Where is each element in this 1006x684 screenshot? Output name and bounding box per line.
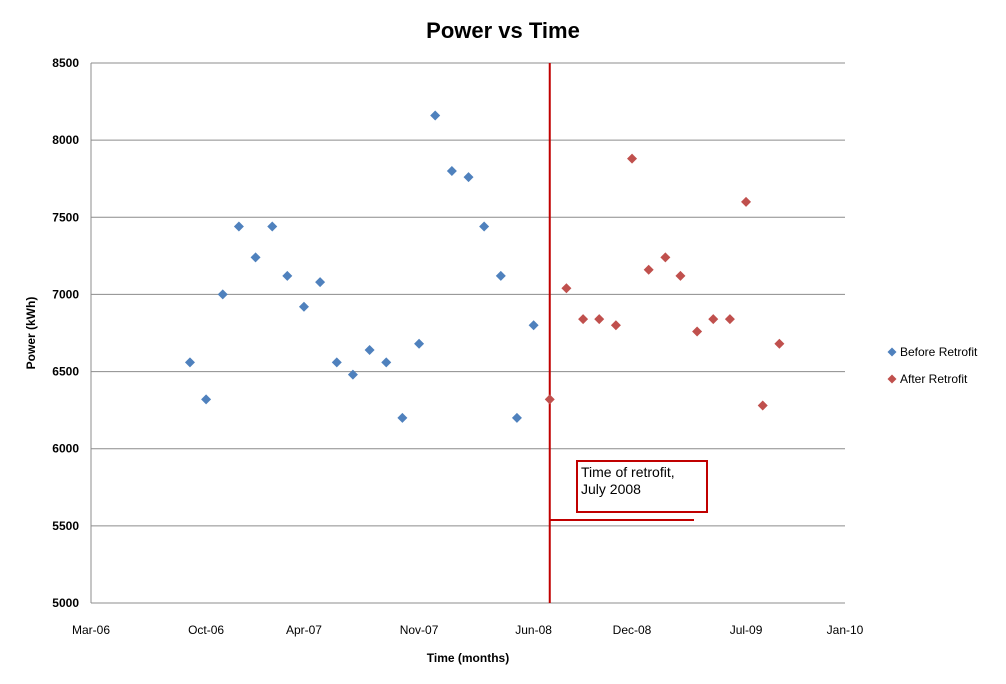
before-retrofit-point (184, 357, 195, 368)
after-retrofit-point (578, 314, 589, 325)
after-retrofit-point (660, 252, 671, 263)
after-retrofit-point (741, 196, 752, 207)
legend-label: Before Retrofit (900, 345, 978, 359)
after-retrofit-point (643, 264, 654, 275)
after-retrofit-point (675, 270, 686, 281)
legend-marker (887, 374, 897, 384)
before-retrofit-point (267, 221, 278, 232)
after-retrofit-point (774, 338, 785, 349)
y-tick-label: 8000 (52, 133, 79, 147)
after-retrofit-point (692, 326, 703, 337)
after-retrofit-point (561, 283, 572, 294)
after-retrofit-point (708, 314, 719, 325)
callout-text: July 2008 (581, 481, 641, 497)
y-tick-label: 7000 (52, 287, 79, 301)
before-retrofit-point (298, 301, 309, 312)
legend-label: After Retrofit (900, 372, 968, 386)
before-retrofit-point (282, 270, 293, 281)
retrofit-annotation: Time of retrofit,July 2008 (548, 63, 708, 603)
x-tick-label: Oct-06 (188, 623, 224, 637)
before-retrofit-point (364, 344, 375, 355)
after-retrofit-point (757, 400, 768, 411)
x-tick-label: Jul-09 (730, 623, 763, 637)
after-retrofit-point (610, 320, 621, 331)
legend-marker (887, 347, 897, 357)
y-tick-label: 6000 (52, 442, 79, 456)
x-tick-label: Dec-08 (613, 623, 652, 637)
x-tick-label: Jan-10 (827, 623, 864, 637)
before-retrofit-point (463, 172, 474, 183)
data-points (184, 110, 785, 423)
after-retrofit-point (594, 314, 605, 325)
x-tick-label: Jun-08 (515, 623, 552, 637)
callout-box (576, 460, 708, 513)
x-tick-label: Mar-06 (72, 623, 110, 637)
before-retrofit-point (347, 369, 358, 380)
chart-title: Power vs Time (426, 18, 580, 43)
before-retrofit-point (397, 412, 408, 423)
x-tick-label: Nov-07 (400, 623, 439, 637)
before-retrofit-point (528, 320, 539, 331)
before-retrofit-point (381, 357, 392, 368)
y-tick-label: 6500 (52, 365, 79, 379)
before-retrofit-point (495, 270, 506, 281)
x-tick-label: Apr-07 (286, 623, 322, 637)
gridlines (91, 62, 845, 604)
before-retrofit-point (430, 110, 441, 121)
y-tick-label: 5500 (52, 519, 79, 533)
before-retrofit-point (446, 166, 457, 176)
after-retrofit-point (724, 314, 735, 325)
before-retrofit-point (315, 277, 326, 288)
callout-text: Time of retrofit, (581, 464, 675, 480)
x-axis-title: Time (months) (427, 651, 509, 665)
before-retrofit-point (511, 412, 522, 423)
before-retrofit-point (414, 338, 425, 349)
before-retrofit-point (250, 252, 261, 263)
before-retrofit-point (217, 289, 228, 300)
y-tick-label: 8500 (52, 56, 79, 70)
y-axis-title: Power (kWh) (24, 297, 38, 370)
before-retrofit-point (479, 221, 490, 232)
legend: Before Retrofit After Retrofit (887, 345, 978, 386)
before-retrofit-point (201, 394, 212, 405)
after-retrofit-point (627, 153, 638, 164)
axes: 5000 5500 6000 6500 7000 7500 8000 8500 Mar-06 Oc… (52, 56, 863, 637)
before-retrofit-point (331, 357, 342, 368)
after-retrofit-point (544, 394, 555, 405)
y-tick-label: 5000 (52, 596, 79, 610)
y-tick-label: 7500 (52, 210, 79, 224)
before-retrofit-point (233, 221, 244, 232)
